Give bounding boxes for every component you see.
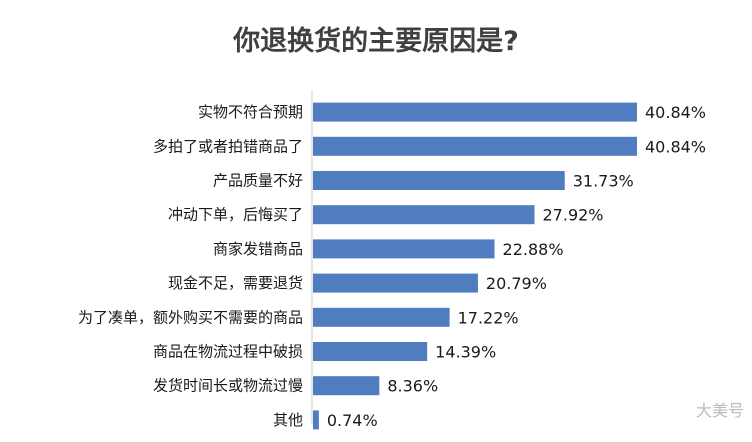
value-label: 22.88% — [503, 240, 564, 259]
value-label: 31.73% — [573, 172, 634, 191]
bar — [313, 102, 637, 122]
category-label: 多拍了或者拍错商品了 — [153, 137, 303, 155]
category-label: 现金不足，需要退货 — [168, 274, 303, 292]
category-label: 实物不符合预期 — [198, 103, 303, 121]
bar — [313, 307, 450, 327]
category-label: 商品在物流过程中破损 — [153, 343, 303, 361]
category-label: 商家发错商品 — [213, 240, 303, 258]
chart-title: 你退换货的主要原因是? — [232, 25, 519, 57]
category-label: 产品质量不好 — [213, 172, 303, 190]
value-label: 20.79% — [486, 274, 547, 293]
bar — [313, 171, 565, 190]
category-label: 为了凑单，额外购买不需要的商品 — [78, 308, 303, 326]
bar — [313, 136, 637, 156]
value-label: 0.74% — [327, 411, 378, 430]
watermark: 大美号 — [696, 401, 744, 420]
bars-group: 实物不符合预期 40.84% 多拍了或者拍错商品了 40.84% 产品质量不好 31.73… — [78, 102, 706, 430]
bar — [313, 410, 319, 430]
value-label: 40.84% — [645, 137, 706, 156]
bar — [313, 342, 428, 361]
bar — [313, 239, 495, 259]
bar — [313, 376, 380, 396]
category-label: 冲动下单，后悔买了 — [168, 206, 303, 224]
value-label: 8.36% — [387, 377, 438, 396]
value-label: 14.39% — [435, 343, 496, 362]
value-label: 27.92% — [543, 206, 604, 225]
category-label: 发货时间长或物流过慢 — [153, 377, 303, 395]
value-label: 17.22% — [458, 308, 519, 327]
bar — [313, 273, 478, 293]
value-label: 40.84% — [645, 103, 706, 122]
bar — [313, 205, 535, 225]
category-label: 其他 — [273, 411, 303, 429]
